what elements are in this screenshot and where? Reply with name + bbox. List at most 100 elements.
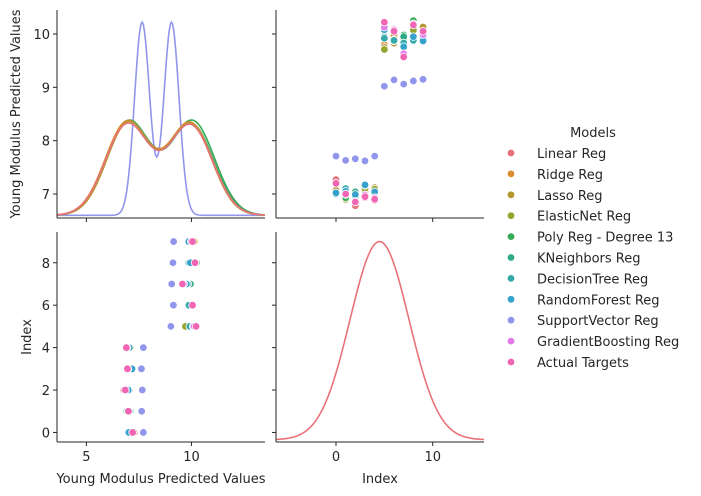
scatter-point	[360, 180, 370, 190]
scatter-point	[139, 343, 148, 352]
scatter-point	[380, 45, 389, 54]
index-kde-line	[275, 240, 485, 441]
legend-entry: ElasticNet Reg	[506, 210, 631, 225]
index-kde-xticks: 0 10	[332, 442, 441, 465]
scatter-point	[341, 189, 350, 199]
kde-curve	[275, 240, 485, 441]
young-scatter-xticks	[335, 218, 434, 222]
y-tick-label: 8	[42, 135, 50, 150]
scatter-point	[169, 237, 178, 246]
scatter-point	[331, 179, 341, 188]
scatter-point	[128, 428, 137, 437]
legend-entry: SupportVector Reg	[506, 314, 659, 329]
y-tick-label: 9	[42, 81, 50, 96]
x-tick-label: 10	[183, 450, 200, 465]
scatter-point	[137, 364, 146, 374]
scatter-point	[351, 154, 360, 163]
scatter-point	[188, 300, 197, 310]
scatter-point	[331, 151, 341, 161]
scatter-point	[351, 190, 360, 199]
legend-label: Ridge Reg	[537, 168, 603, 183]
scatter-point	[370, 195, 379, 204]
scatter-point	[169, 300, 178, 310]
legend-marker	[506, 357, 516, 367]
scatter-point	[137, 407, 146, 416]
x-axis-label-left: Young Modulus Predicted Values	[55, 472, 265, 487]
scatter-point	[399, 52, 408, 62]
scatter-point	[389, 36, 399, 45]
scatter-point	[121, 385, 130, 395]
young-scatter-points	[331, 16, 428, 210]
x-tick-label: 10	[424, 450, 441, 465]
scatter-point	[341, 156, 350, 165]
y-tick-label: 2	[42, 384, 50, 399]
y-axis-label-top: Young Modulus Predicted Values	[9, 9, 24, 219]
y-tick-label: 7	[42, 188, 50, 203]
panel-index-kde: 0 10	[272, 232, 485, 465]
scatter-point	[418, 27, 428, 36]
scatter-point	[167, 279, 176, 289]
legend-entry: Ridge Reg	[506, 168, 603, 183]
legend-marker	[506, 274, 516, 283]
y-tick-label: 8	[42, 257, 50, 272]
y-tick-label: 6	[42, 299, 50, 314]
legend-label: Linear Reg	[537, 147, 606, 162]
legend-marker	[506, 232, 516, 241]
y-axis-label-bottom: Index	[20, 319, 35, 355]
scatter-point	[178, 279, 187, 289]
index-scatter-points	[119, 237, 201, 437]
kde-curve	[56, 122, 266, 216]
scatter-point	[380, 34, 389, 43]
y-tick-label: 0	[42, 426, 50, 441]
legend-entry: GradientBoosting Reg	[506, 335, 679, 350]
legend-entry: RandomForest Reg	[506, 293, 660, 308]
legend-label: Lasso Reg	[537, 189, 603, 204]
scatter-point	[168, 258, 178, 267]
legend-label: DecisionTree Reg	[537, 272, 648, 287]
legend-marker	[506, 316, 516, 325]
x-tick-label: 5	[82, 450, 90, 465]
scatter-point	[351, 197, 360, 207]
scatter-point	[188, 237, 197, 246]
scatter-point	[139, 428, 148, 437]
x-tick-label: 0	[332, 450, 340, 465]
legend-title: Models	[570, 126, 616, 141]
index-kde-yticks	[272, 262, 276, 433]
scatter-point	[399, 79, 408, 89]
scatter-point	[418, 75, 428, 84]
legend-entry: Linear Reg	[506, 147, 606, 162]
scatter-point	[123, 364, 132, 374]
kde-curve	[57, 20, 265, 217]
scatter-point	[399, 42, 408, 51]
legend-label: Poly Reg - Degree 13	[537, 231, 673, 246]
young-kde-yticks: 7 8 9 10	[33, 28, 57, 203]
legend-entries: Linear Reg Ridge Reg Lasso Reg ElasticNet R…	[506, 147, 679, 371]
scatter-point	[331, 188, 341, 198]
scatter-point	[380, 18, 389, 27]
scatter-point	[190, 258, 200, 267]
scatter-point	[124, 407, 133, 416]
scatter-point	[409, 32, 418, 41]
scatter-point	[370, 151, 379, 161]
scatter-point	[122, 343, 131, 352]
y-tick-label: 4	[42, 342, 50, 357]
legend-label: SupportVector Reg	[537, 314, 659, 329]
legend-marker	[506, 169, 516, 179]
scatter-point	[360, 156, 370, 166]
legend-entry: Lasso Reg	[506, 189, 603, 204]
panel-young-scatter	[272, 10, 484, 222]
legend-label: GradientBoosting Reg	[537, 335, 679, 350]
scatter-point	[138, 385, 147, 395]
legend-marker	[506, 253, 516, 262]
legend-entry: DecisionTree Reg	[506, 272, 648, 287]
scatter-point	[409, 20, 418, 30]
young-kde-lines	[56, 20, 266, 217]
legend-marker	[506, 211, 516, 220]
young-scatter-yticks	[272, 33, 276, 195]
legend-marker	[506, 148, 516, 158]
y-tick-label: 10	[33, 28, 50, 43]
legend-label: ElasticNet Reg	[537, 210, 631, 225]
legend-marker	[506, 190, 516, 199]
legend-marker	[506, 295, 516, 304]
